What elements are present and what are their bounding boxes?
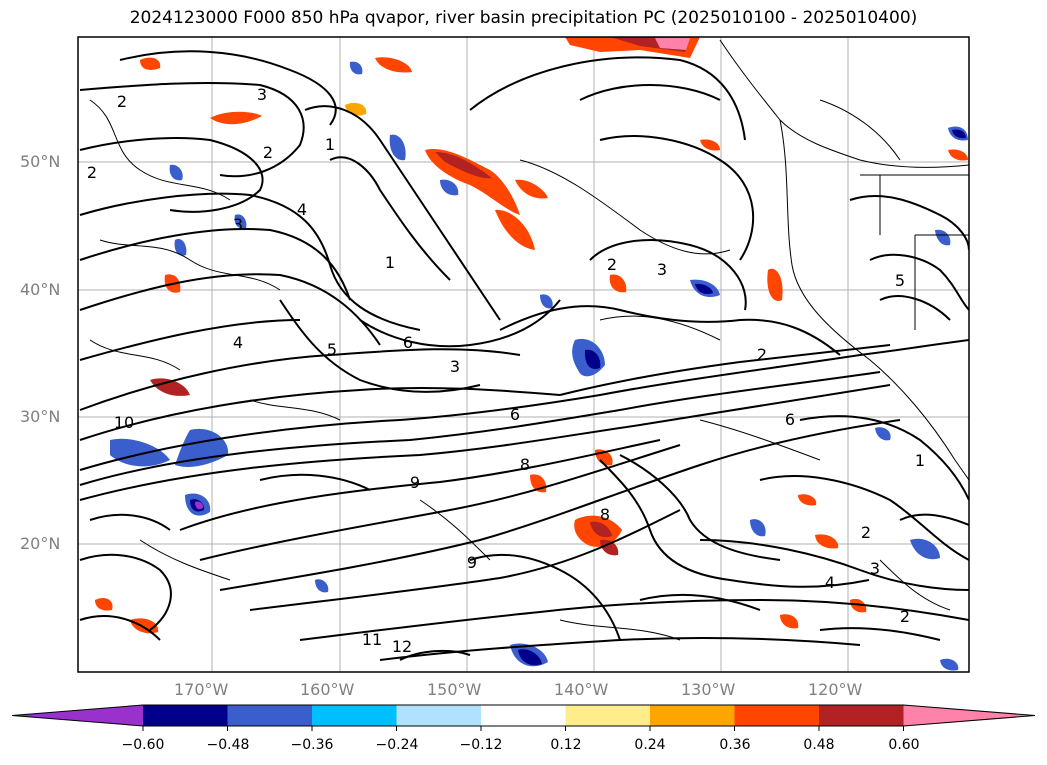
contour-label: 6 — [403, 333, 413, 352]
contour-label: 5 — [327, 340, 337, 359]
contour-label: 6 — [785, 410, 795, 429]
colorbar-segment — [227, 705, 313, 726]
qvapor-contours-fine — [89, 99, 951, 641]
contour-label: 9 — [467, 553, 477, 572]
colorbar — [11, 704, 1036, 731]
contour-label: 10 — [114, 413, 134, 432]
contour-label: 3 — [657, 260, 667, 279]
contour-label: 2 — [861, 523, 871, 542]
colorbar-segment — [143, 705, 228, 726]
colorbar-extend-max — [903, 705, 1035, 726]
colorbar-segment — [396, 705, 482, 726]
lat-label-20n: 20°N — [20, 534, 61, 553]
contour-label: 4 — [233, 333, 243, 352]
contour-label: 4 — [825, 573, 835, 592]
colorbar-tick-label: 0.48 — [803, 737, 835, 753]
colorbar-extend-min — [12, 705, 143, 726]
lon-label-160w: 160°W — [300, 680, 355, 699]
lon-label-140w: 140°W — [554, 680, 609, 699]
colorbar-tick-label: 0.12 — [550, 737, 582, 753]
contour-label: 2 — [87, 163, 97, 182]
coastline — [719, 39, 969, 481]
colorbar-tick-label: −0.12 — [459, 737, 503, 753]
colorbar-tick-label: −0.36 — [290, 737, 334, 753]
contour-label: 4 — [297, 200, 307, 219]
contour-label: 2 — [263, 143, 273, 162]
contour-label: 2 — [117, 92, 127, 111]
lon-label-170w: 170°W — [174, 680, 229, 699]
contour-label: 2 — [757, 345, 767, 364]
contour-label: 8 — [600, 505, 610, 524]
colorbar-tick-label: 0.60 — [888, 737, 920, 753]
colorbar-tick-label: −0.48 — [206, 737, 250, 753]
colorbar-segment — [650, 705, 735, 726]
qvapor-contours — [79, 50, 969, 661]
lat-label-30n: 30°N — [20, 407, 61, 426]
contour-label: 3 — [450, 357, 460, 376]
colorbar-tick-label: 0.36 — [719, 737, 751, 753]
contour-label: 3 — [257, 85, 267, 104]
contour-label: 6 — [510, 405, 520, 424]
lon-label-120w: 120°W — [808, 680, 863, 699]
contour-label: 1 — [915, 451, 925, 470]
contour-label: 5 — [895, 271, 905, 290]
colorbar-segment — [312, 705, 397, 726]
contour-label: 2 — [900, 607, 910, 626]
contour-label: 1 — [385, 253, 395, 272]
lat-label-50n: 50°N — [20, 152, 61, 171]
contour-label: 1 — [325, 135, 335, 154]
map-title: 2024123000 F000 850 hPa qvapor, river ba… — [129, 8, 918, 28]
colorbar-tick-label: 0.24 — [634, 737, 666, 753]
colorbar-segment — [819, 705, 904, 726]
lon-label-130w: 130°W — [681, 680, 736, 699]
contour-label: 8 — [520, 455, 530, 474]
colorbar-tick-label: −0.60 — [121, 737, 165, 753]
colorbar-segment — [734, 705, 820, 726]
colorbar-segment — [565, 705, 651, 726]
lon-label-150w: 150°W — [427, 680, 482, 699]
contour-label: 11 — [362, 630, 382, 649]
lat-label-40n: 40°N — [20, 280, 61, 299]
contour-label: 2 — [607, 255, 617, 274]
pc-shading — [95, 37, 968, 671]
colorbar-tick-label: −0.24 — [375, 737, 419, 753]
contour-labels: 2 3 2 1 2 3 4 1 2 4 6 3 2 6 8 5 9 10 12 … — [87, 85, 925, 656]
plot-area — [78, 37, 969, 672]
colorbar-segment — [481, 705, 566, 726]
contour-label: 3 — [870, 559, 880, 578]
contour-label: 9 — [410, 473, 420, 492]
contour-label: 3 — [233, 215, 243, 234]
contour-label: 12 — [392, 637, 412, 656]
plot-frame — [77, 36, 970, 673]
